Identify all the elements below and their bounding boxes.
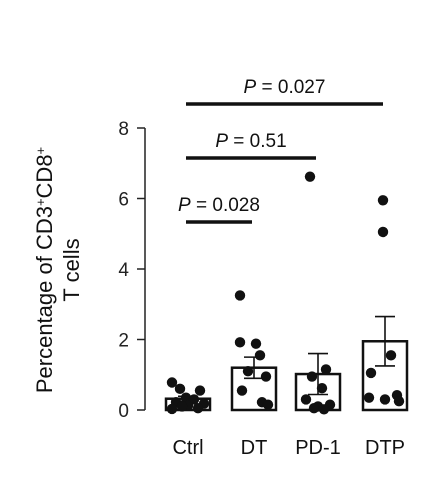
- data-point: [316, 382, 328, 394]
- category-label: Ctrl: [172, 437, 203, 459]
- data-point: [393, 395, 405, 407]
- category-label: DT: [241, 437, 268, 459]
- data-point: [242, 366, 254, 377]
- y-axis-label-sup2: +: [33, 147, 48, 155]
- data-point: [250, 338, 262, 349]
- data-points: [166, 171, 405, 415]
- data-point: [308, 403, 320, 414]
- y-axis: 0 2 4 6 8: [118, 119, 146, 422]
- data-point: [254, 350, 266, 361]
- data-point: [174, 383, 186, 395]
- data-point: [234, 337, 246, 348]
- comparisons: P = 0.028 P = 0.51 P = 0.027: [178, 77, 383, 224]
- data-point: [318, 404, 330, 415]
- data-point: [306, 371, 318, 382]
- y-axis-label-part1: Percentage of CD3: [32, 206, 57, 393]
- category-label: PD-1: [295, 437, 341, 459]
- data-point: [176, 401, 188, 412]
- data-point: [194, 385, 206, 396]
- y-axis-label-sup1: +: [33, 198, 48, 206]
- y-axis-label: Percentage of CD3+CD8+: [32, 147, 57, 393]
- x-axis-categories: Ctrl DT PD-1 DTP: [172, 437, 405, 459]
- y-tick-label: 4: [118, 260, 129, 281]
- p-value-label: P = 0.028: [178, 195, 260, 216]
- data-point: [377, 226, 389, 238]
- data-point: [304, 171, 316, 182]
- data-point: [379, 394, 391, 405]
- y-tick-label: 0: [118, 401, 129, 422]
- data-point: [166, 403, 178, 415]
- y-tick-label: 8: [118, 119, 129, 140]
- data-point: [260, 371, 272, 382]
- p-value-label: P = 0.51: [215, 131, 286, 152]
- data-point: [320, 364, 332, 375]
- data-point: [377, 195, 389, 206]
- y-axis-label-line2: T cells: [59, 238, 84, 301]
- y-tick-label: 6: [118, 190, 129, 211]
- data-point: [234, 290, 246, 301]
- data-point: [236, 385, 248, 396]
- data-point: [365, 367, 377, 379]
- data-point: [262, 399, 274, 410]
- data-point: [192, 403, 204, 414]
- p-value-label: P = 0.027: [244, 77, 326, 98]
- category-label: DTP: [365, 437, 405, 459]
- data-point: [166, 377, 178, 388]
- y-axis-label-part2: CD8: [32, 154, 57, 198]
- data-point: [180, 392, 192, 403]
- y-tick-label: 2: [118, 331, 129, 352]
- data-point: [363, 392, 375, 403]
- data-point: [300, 394, 312, 405]
- data-point: [385, 350, 397, 361]
